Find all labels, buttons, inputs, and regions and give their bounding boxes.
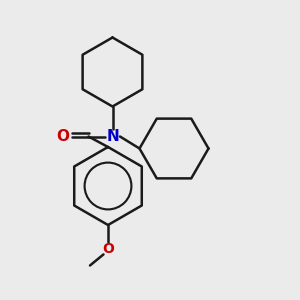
Text: N: N — [106, 129, 119, 144]
Text: O: O — [56, 129, 70, 144]
Text: O: O — [102, 242, 114, 256]
